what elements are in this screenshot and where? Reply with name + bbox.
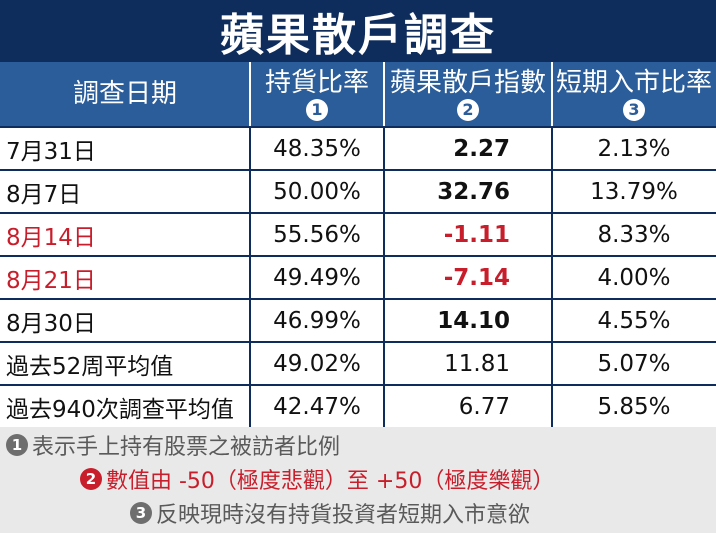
marker-1-icon: 1	[6, 434, 28, 456]
row-holding: 49.49%	[273, 264, 361, 291]
header-short-term: 短期入市比率 3	[552, 62, 716, 126]
row-date: 過去940次調查平均值	[6, 396, 234, 423]
table-header: 調查日期 持貨比率 1 蘋果散戶指數 2 短期入市比率 3	[0, 62, 716, 126]
row-date: 8月7日	[6, 181, 82, 208]
table-row: 8月30日 46.99% 14.10 4.55%	[0, 300, 716, 343]
footnote-text: 表示手上持有股票之被訪者比例	[32, 435, 341, 460]
footnote-text: 數值由 -50（極度悲觀）至 +50（極度樂觀）	[106, 469, 555, 494]
header-divider	[383, 62, 385, 126]
row-holding: 48.35%	[273, 135, 361, 162]
header-holding-label: 持貨比率	[264, 67, 369, 98]
row-short-term: 4.00%	[597, 264, 671, 291]
footnote-2: 2 數值由 -50（極度悲觀）至 +50（極度樂觀）	[80, 463, 554, 495]
column-divider	[249, 126, 251, 427]
row-date: 8月30日	[6, 310, 96, 337]
row-short-term: 8.33%	[597, 221, 671, 248]
row-index: -1.11	[443, 221, 510, 248]
table-row: 過去52周平均值 49.02% 11.81 5.07%	[0, 343, 716, 386]
table-row: 過去940次調查平均值 42.47% 6.77 5.85%	[0, 386, 716, 429]
row-index: 32.76	[437, 178, 510, 205]
row-short-term: 5.85%	[597, 393, 671, 420]
header-index: 蘋果散戶指數 2	[384, 62, 552, 126]
table-row: 7月31日 48.35% 2.27 2.13%	[0, 126, 716, 171]
header-index-label: 蘋果散戶指數	[389, 67, 546, 98]
footnote-3: 3 反映現時沒有持貨投資者短期入市意欲	[130, 497, 530, 529]
table-row: 8月21日 49.49% -7.14 4.00%	[0, 257, 716, 300]
row-holding: 55.56%	[273, 221, 361, 248]
row-short-term: 4.55%	[597, 307, 671, 334]
row-holding: 50.00%	[273, 178, 361, 205]
header-date: 調查日期	[72, 79, 177, 109]
row-holding: 42.47%	[273, 393, 361, 420]
footnote-text: 反映現時沒有持貨投資者短期入市意欲	[156, 503, 531, 528]
row-date: 過去52周平均值	[6, 353, 174, 380]
marker-3-icon: 3	[130, 502, 152, 524]
row-index: 6.77	[458, 393, 510, 420]
table-title: 蘋果散戶調查	[0, 0, 716, 62]
header-divider	[551, 62, 553, 126]
marker-1-icon: 1	[306, 98, 328, 121]
row-date: 7月31日	[6, 138, 96, 165]
header-holding: 持貨比率 1	[250, 62, 384, 126]
table-body: 7月31日 48.35% 2.27 2.13% 8月7日 50.00% 32.7…	[0, 126, 716, 429]
footnote-1: 1 表示手上持有股票之被訪者比例	[6, 429, 340, 461]
table-row: 8月14日 55.56% -1.11 8.33%	[0, 214, 716, 257]
row-holding: 46.99%	[273, 307, 361, 334]
marker-2-icon: 2	[80, 468, 102, 490]
header-divider	[249, 62, 251, 126]
column-divider	[551, 126, 553, 427]
table-row: 8月7日 50.00% 32.76 13.79%	[0, 171, 716, 214]
marker-2-icon: 2	[457, 98, 479, 121]
row-index: -7.14	[443, 264, 510, 291]
header-short-term-label: 短期入市比率	[555, 67, 712, 98]
row-date: 8月14日	[6, 224, 96, 251]
row-holding: 49.02%	[273, 350, 361, 377]
row-short-term: 2.13%	[597, 135, 671, 162]
row-index: 2.27	[453, 135, 510, 162]
marker-3-icon: 3	[623, 98, 645, 121]
row-date: 8月21日	[6, 267, 96, 294]
row-short-term: 13.79%	[590, 178, 678, 205]
row-short-term: 5.07%	[597, 350, 671, 377]
column-divider	[383, 126, 385, 427]
footnotes: 1 表示手上持有股票之被訪者比例 2 數值由 -50（極度悲觀）至 +50（極度…	[0, 427, 716, 533]
row-index: 14.10	[437, 307, 510, 334]
row-index: 11.81	[444, 350, 510, 377]
